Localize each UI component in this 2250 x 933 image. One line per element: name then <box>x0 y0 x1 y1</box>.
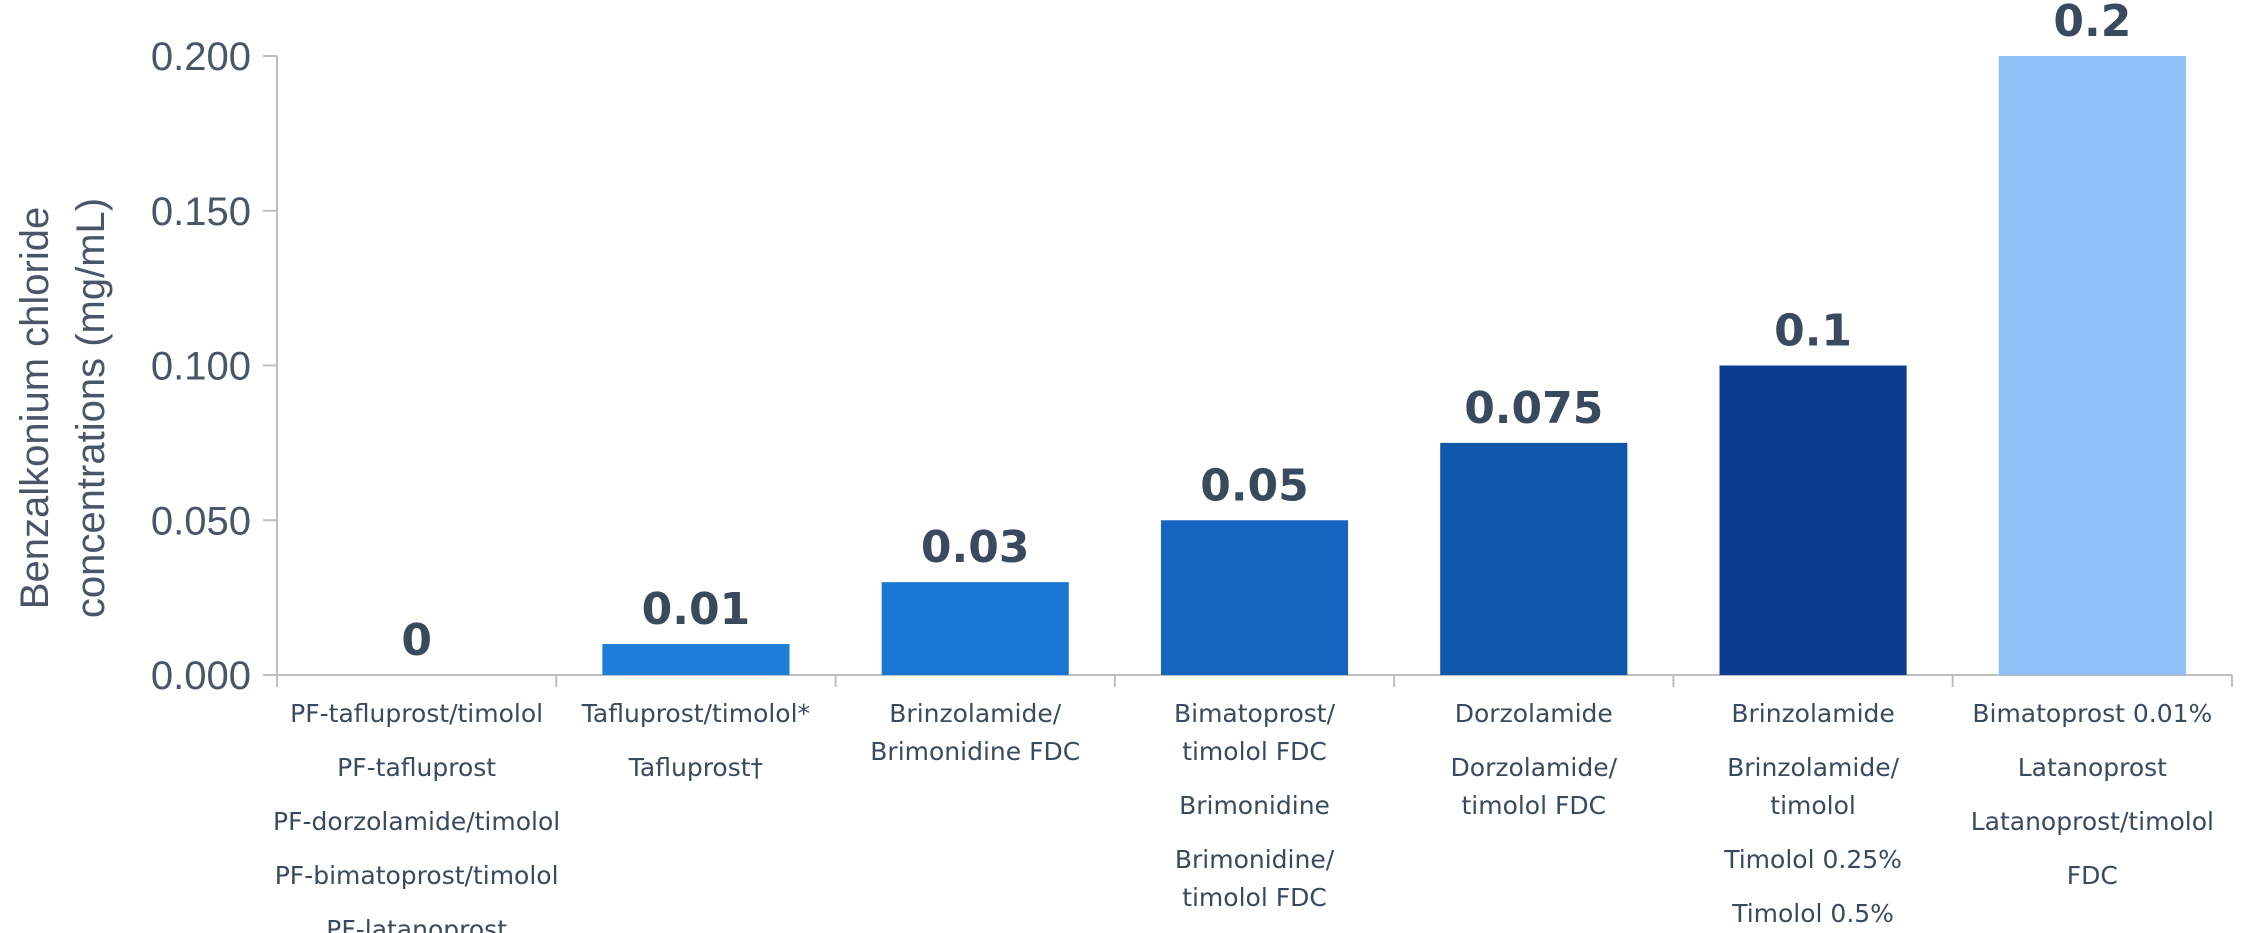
category-label: Tafluprost/timolol* <box>581 699 810 728</box>
category-label: PF-latanoprost <box>326 915 507 933</box>
y-tick-label: 0.200 <box>151 35 251 79</box>
data-labels: 0 0.01 0.03 0.05 0.075 0.1 0.2 <box>401 0 2131 666</box>
y-axis-title-line-1: Benzalkonium chloride <box>13 207 57 609</box>
category-label: Bimatoprost 0.01% <box>1972 699 2212 728</box>
data-label: 0.2 <box>2053 0 2131 47</box>
category-label: Tafluprost† <box>628 753 763 782</box>
data-label: 0.05 <box>1200 460 1309 511</box>
y-tick-label: 0.100 <box>151 345 251 389</box>
category-label: PF-tafluprost/timolol <box>290 699 543 728</box>
y-axis-title-line-2: concentrations (mg/mL) <box>69 198 113 618</box>
category-label: Brimonidine FDC <box>870 737 1080 766</box>
category-label: PF-tafluprost <box>337 753 496 782</box>
category-label: Latanoprost <box>2018 753 2167 782</box>
data-label: 0.075 <box>1464 383 1603 434</box>
bar <box>1719 365 1907 675</box>
category-label: timolol FDC <box>1461 791 1606 820</box>
category-label: Bimatoprost/ <box>1174 699 1336 728</box>
x-axis <box>276 674 2233 687</box>
data-label: 0.01 <box>642 584 751 635</box>
category-label: Timolol 0.25% <box>1723 845 1902 874</box>
category-label: Dorzolamide/ <box>1451 753 1618 782</box>
category-label: timolol FDC <box>1182 737 1327 766</box>
category-label: Timolol 0.5% <box>1731 899 1894 928</box>
category-label: Brinzolamide/ <box>889 699 1061 728</box>
category-label: Brimonidine/ <box>1175 845 1335 874</box>
bar <box>1998 56 2186 675</box>
y-tick-label: 0.050 <box>151 499 251 543</box>
data-label: 0 <box>401 615 432 666</box>
y-tick-label: 0.000 <box>151 654 251 698</box>
category-label: Brinzolamide/ <box>1727 753 1899 782</box>
bars <box>602 56 2186 675</box>
y-axis: 0.000 0.050 0.100 0.150 0.200 <box>151 35 278 698</box>
category-label: timolol <box>1770 791 1856 820</box>
category-label: Brinzolamide <box>1731 699 1894 728</box>
category-labels: PF-tafluprost/timolol PF-tafluprost PF-dor… <box>273 699 2214 933</box>
category-label: Latanoprost/timolol <box>1971 807 2214 836</box>
bar <box>1440 442 1628 675</box>
data-label: 0.1 <box>1774 306 1852 357</box>
category-label: timolol FDC <box>1182 883 1327 912</box>
bar <box>1160 520 1349 675</box>
y-tick-label: 0.150 <box>151 190 251 234</box>
category-label: Dorzolamide <box>1455 699 1613 728</box>
bar <box>881 582 1069 675</box>
bar <box>602 644 790 675</box>
category-label: PF-dorzolamide/timolol <box>273 807 560 836</box>
category-label: Brimonidine <box>1179 791 1330 820</box>
category-label: PF-bimatoprost/timolol <box>275 861 559 890</box>
data-label: 0.03 <box>921 522 1030 573</box>
category-label: FDC <box>2067 861 2118 890</box>
